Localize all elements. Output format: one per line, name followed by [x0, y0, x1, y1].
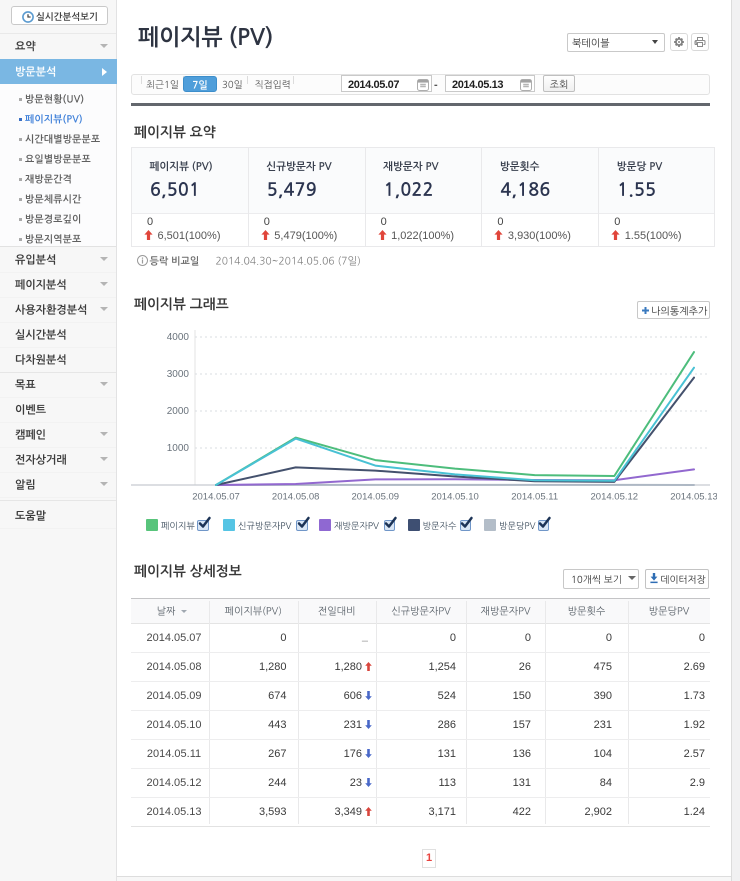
svg-text:2014.05.07: 2014.05.07: [192, 492, 240, 503]
svg-text:2014.05.09: 2014.05.09: [352, 492, 400, 503]
svg-text:2000: 2000: [167, 406, 190, 417]
svg-text:2014.05.12: 2014.05.12: [591, 492, 639, 503]
svg-text:2014.05.13: 2014.05.13: [670, 492, 717, 503]
svg-text:2014.05.10: 2014.05.10: [431, 492, 479, 503]
svg-text:3000: 3000: [167, 369, 190, 380]
svg-text:2014.05.08: 2014.05.08: [272, 492, 320, 503]
svg-text:4000: 4000: [167, 332, 190, 343]
svg-text:1000: 1000: [167, 443, 190, 454]
svg-text:2014.05.11: 2014.05.11: [511, 492, 558, 503]
